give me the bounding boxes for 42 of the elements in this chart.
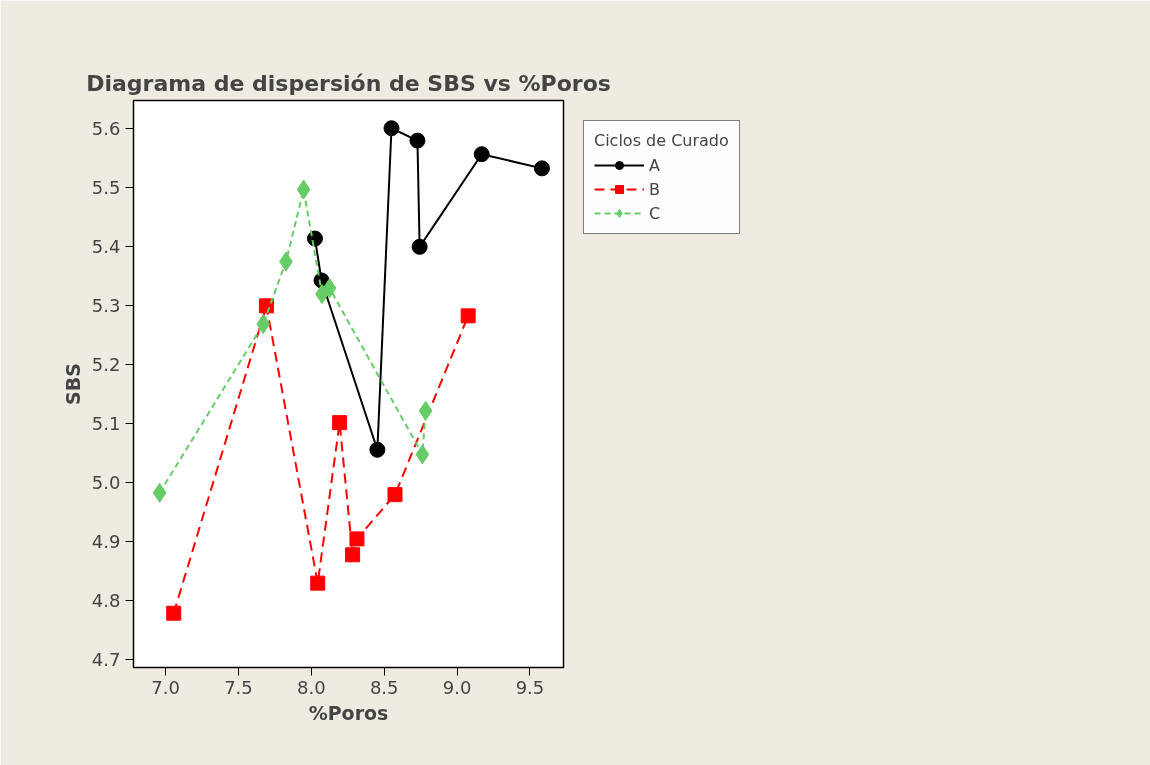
y-tick-label: 5.6 [91, 117, 121, 139]
x-tick-label: 9.5 [515, 676, 545, 698]
point [310, 575, 326, 591]
point [256, 314, 271, 335]
point [473, 146, 490, 163]
x-axis-title: %Poros [308, 701, 389, 724]
point [411, 238, 428, 255]
x-tick-label: 7.0 [151, 676, 180, 698]
point [415, 444, 430, 465]
x-tick-label: 7.5 [224, 676, 253, 698]
x-tick-label: 9.0 [442, 676, 472, 698]
point [383, 120, 400, 137]
point [460, 308, 476, 324]
y-tick-label: 5.0 [91, 471, 121, 493]
y-tick-label: 5.3 [91, 294, 121, 316]
legend-title: Ciclos de Curado [594, 131, 729, 150]
legend-label: A [649, 155, 661, 175]
y-tick-label: 4.7 [91, 648, 121, 670]
chart-title: Diagrama de dispersión de SBS vs %Poros [86, 70, 611, 96]
point [166, 605, 182, 621]
y-tick-label: 4.9 [91, 530, 121, 552]
point [387, 487, 403, 503]
legend-label: B [649, 179, 661, 199]
point [369, 441, 386, 458]
point [345, 547, 361, 563]
y-tick-label: 4.8 [91, 589, 121, 611]
y-tick-label: 5.4 [91, 235, 121, 257]
point [533, 160, 550, 177]
y-axis-title: SBS [61, 363, 84, 405]
y-tick-label: 5.2 [91, 353, 121, 375]
x-tick-label: 8.5 [369, 676, 399, 698]
point [322, 278, 337, 299]
point [152, 482, 167, 503]
x-tick-label: 8.0 [297, 676, 326, 698]
point [296, 179, 311, 200]
y-tick-label: 5.1 [91, 412, 121, 434]
point [409, 132, 426, 149]
point [349, 531, 365, 547]
point [418, 400, 433, 421]
legend-label: C [649, 203, 662, 223]
y-tick-label: 5.5 [91, 176, 121, 198]
point [332, 415, 348, 431]
